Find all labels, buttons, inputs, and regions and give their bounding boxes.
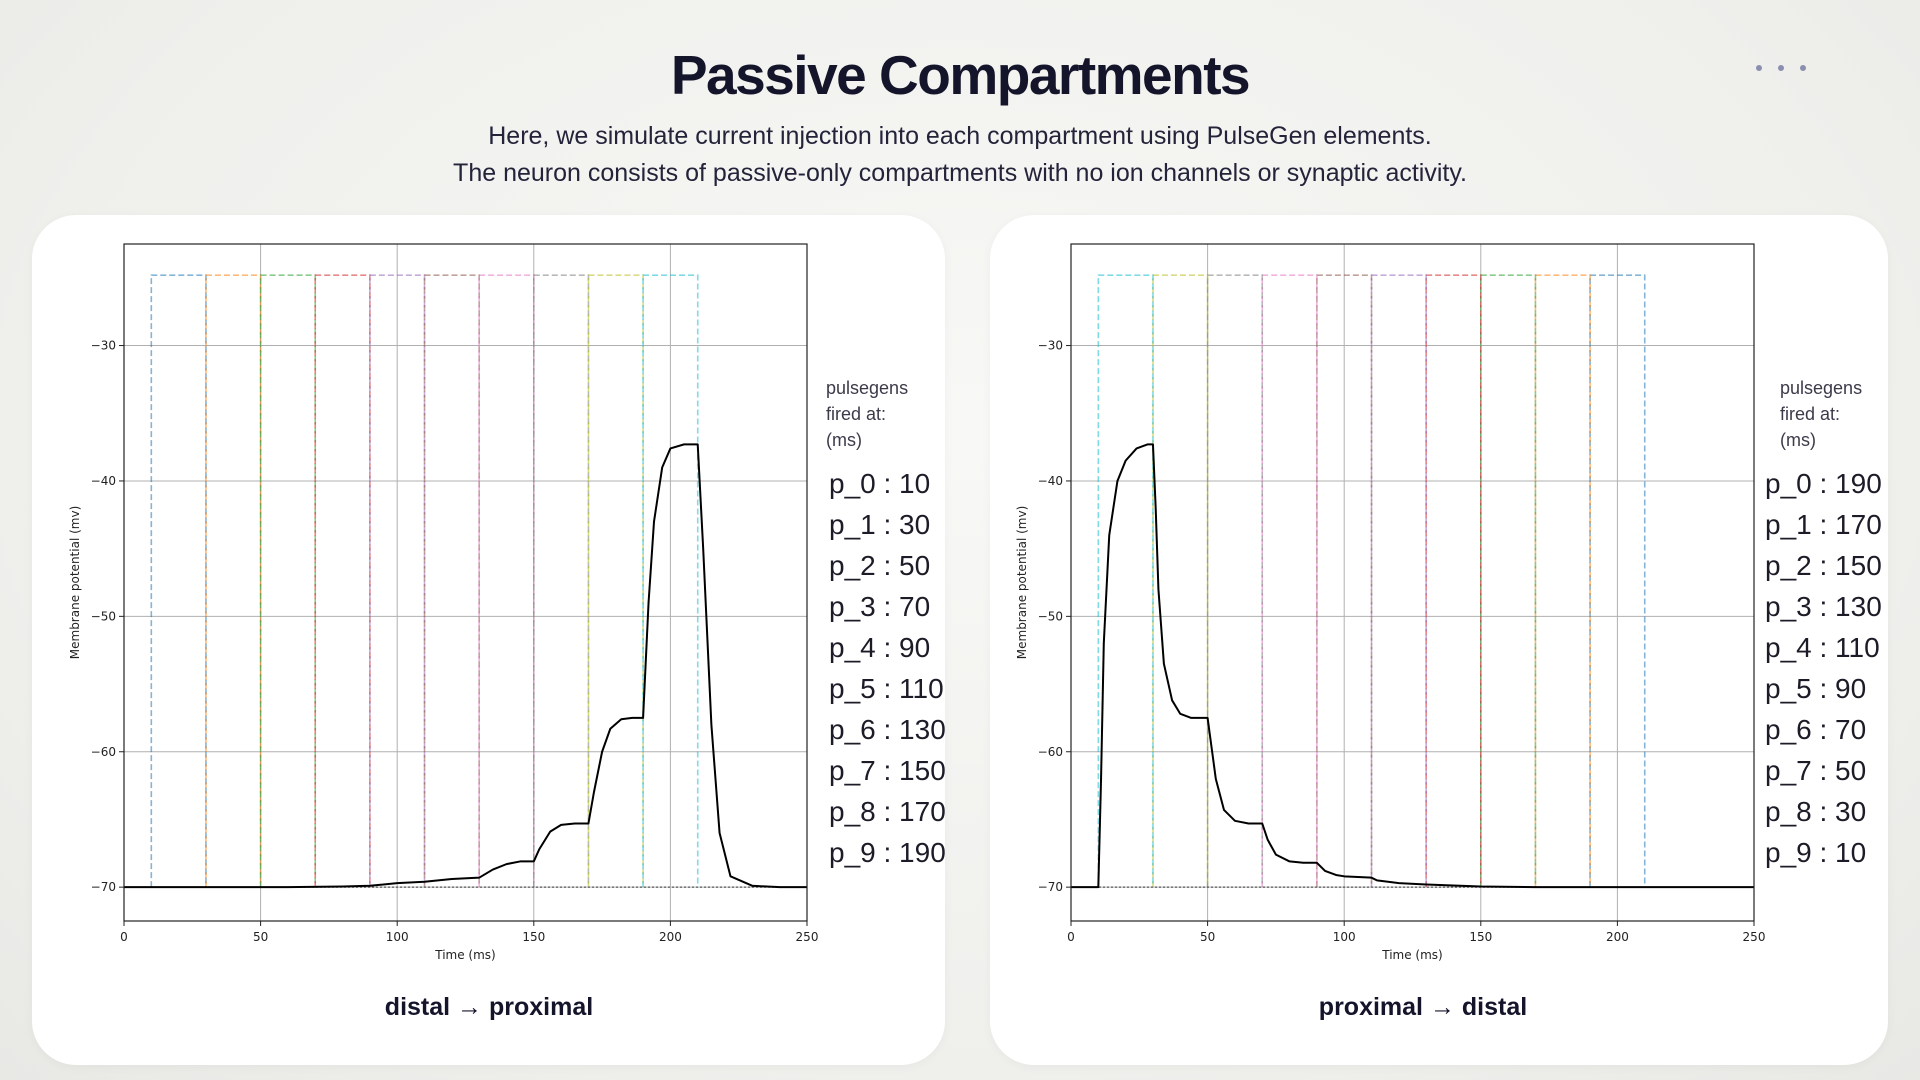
- chart-caption: distal → proximal: [384, 993, 594, 1021]
- pulse-p_1: [205, 274, 262, 888]
- pulse-p_1: [1534, 274, 1591, 888]
- page-title: Passive Compartments: [670, 44, 1251, 106]
- chart-caption: proximal → distal: [1318, 993, 1528, 1021]
- x-axis-label: Time (ms): [1381, 948, 1443, 962]
- x-tick-label: 100: [1333, 930, 1356, 944]
- pulse-p_3: [314, 274, 371, 888]
- legend-item-p_6: p_6 : 70: [1765, 714, 1867, 745]
- dot: [1800, 65, 1806, 71]
- legend-item-p_1: p_1 : 30: [829, 509, 931, 540]
- y-tick-label: −50: [1038, 609, 1063, 623]
- chart-card-distal-to-proximal: 0 50 100 150 200 250 −30 −40 −50 −60 −70 Time (ms) M…: [32, 215, 946, 1065]
- y-tick-label: −40: [1038, 474, 1063, 488]
- y-tick-label: −50: [91, 609, 116, 623]
- legend-item-p_8: p_8 : 30: [1765, 796, 1867, 827]
- x-tick-label: 200: [1606, 930, 1629, 944]
- pulse-p_6: [1261, 274, 1318, 888]
- legend-title-line: fired at:: [1780, 404, 1841, 424]
- pulse-p_8: [1152, 274, 1209, 888]
- legend-item-p_5: p_5 : 90: [1765, 673, 1867, 704]
- legend-title-line: (ms): [1780, 430, 1816, 450]
- legend-list: p_0 : 190 p_1 : 170 p_2 : 150 p_3 : 130 p_4 …: [1765, 463, 1882, 873]
- x-tick-label: 200: [659, 930, 682, 944]
- legend-title-line: fired at:: [826, 404, 887, 424]
- subtitle-line-1: Here, we simulate current injection into…: [488, 122, 1432, 150]
- x-axis-label: Time (ms): [434, 948, 496, 962]
- membrane-trace: [124, 443, 807, 889]
- legend-item-p_7: p_7 : 50: [1765, 755, 1867, 786]
- x-tick-label: 0: [1067, 930, 1075, 944]
- legend-item-p_4: p_4 : 110: [1765, 632, 1880, 663]
- legend-item-p_4: p_4 : 90: [829, 632, 931, 663]
- plot-frame: [123, 243, 808, 922]
- chart-card-proximal-to-distal: 0 50 100 150 200 250 −30 −40 −50 −60 −70 Time (ms) M…: [990, 215, 1888, 1065]
- y-tick-label: −60: [1038, 745, 1063, 759]
- pulse-p_9: [642, 274, 699, 888]
- pulse-p_5: [423, 274, 480, 888]
- pulse-p_8: [587, 274, 644, 888]
- legend-item-p_3: p_3 : 130: [1765, 591, 1882, 622]
- legend-item-p_2: p_2 : 150: [1765, 550, 1882, 581]
- pulse-p_3: [1425, 274, 1482, 888]
- membrane-trace: [1071, 443, 1754, 889]
- dot: [1778, 65, 1784, 71]
- pulse-p_9: [1097, 274, 1154, 888]
- x-tick-label: 250: [796, 930, 819, 944]
- legend-title-line: (ms): [826, 430, 862, 450]
- legend-item-p_6: p_6 : 130: [829, 714, 946, 745]
- dot: [1756, 65, 1762, 71]
- legend-item-p_0: p_0 : 10: [829, 468, 931, 499]
- pulse-p_4: [1370, 274, 1427, 888]
- pulse-p_6: [478, 274, 535, 888]
- legend-title-line: pulsegens: [1780, 378, 1863, 398]
- x-tick-label: 0: [120, 930, 128, 944]
- plot-frame: [1070, 243, 1755, 922]
- x-tick-label: 250: [1743, 930, 1766, 944]
- y-tick-label: −70: [1038, 880, 1063, 894]
- x-tick-label: 150: [522, 930, 545, 944]
- legend-item-p_9: p_9 : 190: [829, 837, 946, 868]
- x-tick-label: 50: [253, 930, 268, 944]
- x-tick-label: 100: [386, 930, 409, 944]
- y-tick-label: −30: [91, 339, 116, 353]
- legend-item-p_1: p_1 : 170: [1765, 509, 1882, 540]
- legend-title: pulsegens fired at: (ms): [1780, 375, 1862, 453]
- legend-item-p_8: p_8 : 170: [829, 796, 946, 827]
- legend-item-p_3: p_3 : 70: [829, 591, 931, 622]
- more-dots-icon[interactable]: [1756, 58, 1806, 78]
- pulse-p_7: [1206, 274, 1264, 888]
- subtitle-line-2: The neuron consists of passive-only comp…: [453, 159, 1467, 187]
- pulse-p_0: [150, 274, 207, 888]
- legend-title-line: pulsegens: [826, 378, 909, 398]
- x-tick-label: 50: [1200, 930, 1215, 944]
- y-tick-label: −30: [1038, 339, 1063, 353]
- legend-item-p_7: p_7 : 150: [829, 755, 946, 786]
- y-tick-label: −40: [91, 474, 116, 488]
- page-subtitle: Here, we simulate current injection into…: [0, 118, 1920, 192]
- legend-item-p_5: p_5 : 110: [829, 673, 944, 704]
- chart-svg: 0 50 100 150 200 250 −30 −40 −50 −60 −70 Time (ms) M…: [68, 243, 819, 962]
- legend-item-p_9: p_9 : 10: [1765, 837, 1867, 868]
- pulse-p_2: [1479, 274, 1537, 888]
- pulse-p_7: [532, 274, 590, 888]
- chart-svg: 0 50 100 150 200 250 −30 −40 −50 −60 −70 Time (ms) M…: [1015, 243, 1766, 962]
- y-tick-label: −70: [91, 880, 116, 894]
- legend-item-p_2: p_2 : 50: [829, 550, 931, 581]
- x-tick-label: 150: [1469, 930, 1492, 944]
- legend-item-p_0: p_0 : 190: [1765, 468, 1882, 499]
- y-axis-label: Membrane potential (mv): [1015, 506, 1029, 659]
- legend-title: pulsegens fired at: (ms): [826, 375, 908, 453]
- y-axis-label: Membrane potential (mv): [68, 506, 82, 659]
- pulse-p_2: [259, 274, 317, 888]
- legend-list: p_0 : 10 p_1 : 30 p_2 : 50 p_3 : 70 p_4 : 90…: [829, 463, 946, 873]
- y-tick-label: −60: [91, 745, 116, 759]
